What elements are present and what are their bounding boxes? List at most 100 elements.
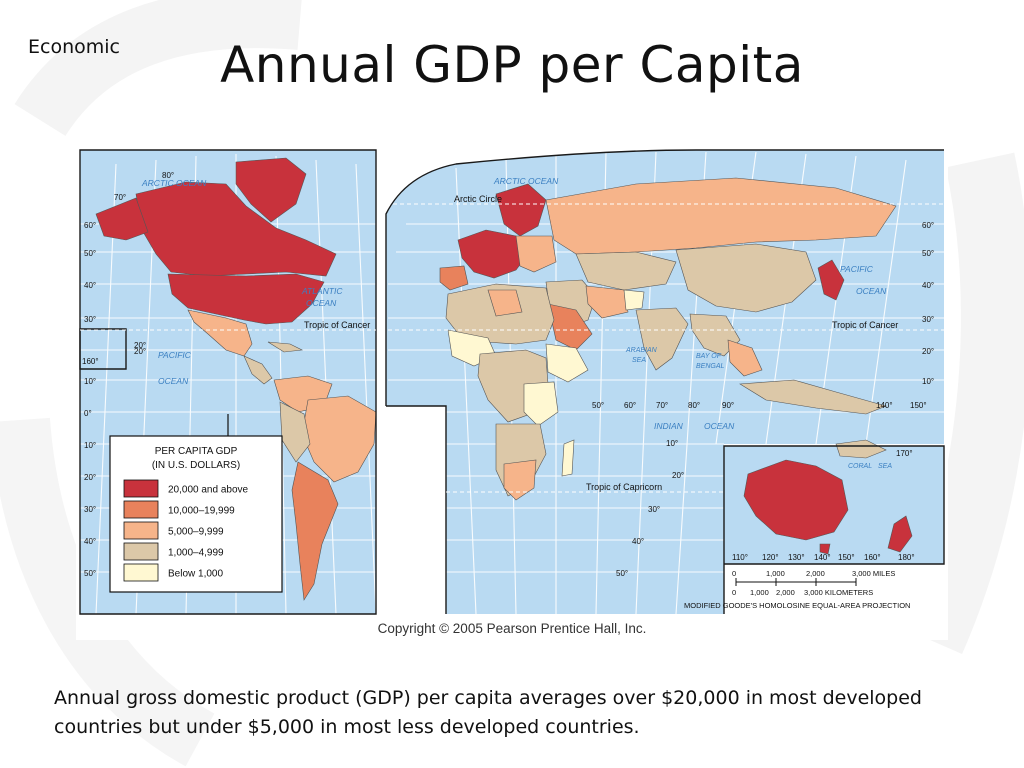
india [635,307,689,371]
reference-lines [80,203,944,493]
pacific-ocean-label-west-2: OCEAN [158,376,189,386]
lat-left-11: 40° [84,537,96,546]
slide-caption: Annual gross domestic product (GDP) per … [54,687,922,738]
lon-label-14: 150° [838,553,855,562]
united-states [167,273,325,325]
legend-label: 5,000–9,999 [168,527,224,538]
scale-bar: 0 1,000 2,000 3,000 MILES 0 1,000 2,000 … [684,569,910,610]
greenland [235,157,307,223]
lat-right-6: 10° [666,439,678,448]
lat-left-8: 10° [84,441,96,450]
copyright-notice: Copyright © 2005 Pearson Prentice Hall, … [377,621,647,636]
lon-label-15: 160° [864,553,881,562]
arctic-circle-label: Arctic Circle [454,194,502,204]
scale-km-0: 0 [732,588,736,597]
lat-left-10: 30° [84,505,96,514]
arctic-ocean-label-west: ARCTIC OCEAN [141,178,207,188]
bay-of-bengal-label-1: BAY OF [696,353,722,360]
legend-swatch [123,479,159,498]
lon-label-17: 180° [898,553,915,562]
indian-ocean-label-2: OCEAN [704,421,735,431]
longitude-labels: 80° 160° 20° 50° 60° 70° 80° 90° 140° 15… [82,171,927,562]
tasmania [819,543,831,555]
argentina-chile [291,461,339,601]
lat-left-6: 10° [84,377,96,386]
thailand-malaysia [727,339,763,377]
lon-label-0: 80° [162,171,174,180]
pacific-ocean-label-west-1: PACIFIC [158,350,192,360]
lon-label-16: 170° [896,449,913,458]
americas-landmass [95,157,377,601]
legend-label: 20,000 and above [168,485,249,496]
indonesia [739,379,887,415]
western-europe [457,229,529,279]
pacific-ocean-label-east-1: PACIFIC [840,264,874,274]
lat-right-7: 20° [672,471,684,480]
lon-label-8: 140° [876,401,893,410]
latitude-labels: 70° 60° 50° 40° 30° 20° 10° 0° 10° 20° 3… [84,193,934,578]
iran [585,285,629,319]
legend-row: 10,000–19,999 [123,500,235,519]
lat-right-8: 30° [648,505,660,514]
lat-right-0: 60° [922,221,934,230]
lat-right-1: 50° [922,249,934,258]
australia-inset [743,439,913,555]
alaska [95,197,149,241]
legend-swatch [123,521,159,540]
lon-label-13: 140° [814,553,831,562]
iberia [439,265,469,291]
world-gdp-map: Arctic Circle Tropic of Cancer Tropic of… [79,149,945,615]
arabian-sea-label-2: SEA [632,357,646,364]
page-title: Annual GDP per Capita [220,36,804,94]
south-africa [503,459,537,501]
legend-label: Below 1,000 [168,569,223,580]
arctic-ocean-label-east: ARCTIC OCEAN [493,176,559,186]
legend-swatch [123,563,159,582]
libya [487,289,523,317]
lon-label-12: 130° [788,553,805,562]
legend-row: 5,000–9,999 [123,521,224,540]
atlantic-ocean-label-2: OCEAN [306,298,337,308]
lat-left-2: 50° [84,249,96,258]
lobe-outlines [79,149,945,615]
new-zealand [887,515,913,553]
lat-right-9: 40° [632,537,644,546]
lat-right-4: 20° [922,347,934,356]
lon-label-1: 160° [82,357,99,366]
lon-label-4: 60° [624,401,636,410]
pacific-ocean-label-east-2: OCEAN [856,286,887,296]
legend-label: 10,000–19,999 [168,506,235,517]
water-labels: ARCTIC OCEAN ARCTIC OCEAN ATLANTIC OCEAN… [141,176,892,470]
legend-rows: 20,000 and above 10,000–19,999 5,000–9,999… [123,479,249,582]
canada [135,181,337,277]
legend-label: 1,000–4,999 [168,548,224,559]
lat-left-12: 50° [84,569,96,578]
scale-miles-0: 0 [732,569,736,578]
central-america [243,355,273,385]
afghanistan [623,289,645,311]
corner-label: Economic [28,36,120,58]
arabian-peninsula [547,303,593,351]
caribbean [267,341,304,353]
map-figure: Arctic Circle Tropic of Cancer Tropic of… [76,144,948,640]
scale-miles-3: 3,000 MILES [852,569,895,578]
lon-label-10: 110° [732,553,748,562]
lat-right-3: 30° [922,315,934,324]
lon-label-6: 80° [688,401,700,410]
legend-title-line2: (IN U.S. DOLLARS) [152,460,240,471]
eurasia-africa-landmass [439,177,897,501]
legend-row: 20,000 and above [123,479,249,498]
lat-right-5: 10° [922,377,934,386]
tropic-of-cancer-label-east: Tropic of Cancer [832,320,898,330]
japan-korea [817,259,845,301]
indian-ocean-label-1: INDIAN [654,421,684,431]
lat-left-4: 30° [84,315,96,324]
legend-swatch [123,542,159,561]
scale-km-2: 2,000 [776,588,795,597]
lon-label-11: 120° [762,553,779,562]
lat-left-1: 60° [84,221,96,230]
legend-row: Below 1,000 [123,563,223,582]
lat-left-9: 20° [84,473,96,482]
central-asia [575,251,677,291]
